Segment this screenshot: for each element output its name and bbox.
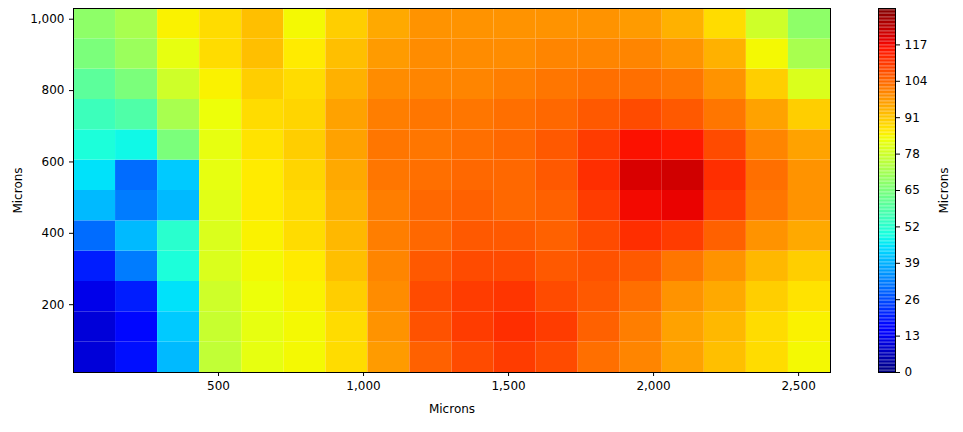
svg-text:52: 52 xyxy=(905,220,920,234)
svg-text:800: 800 xyxy=(42,83,65,97)
svg-text:91: 91 xyxy=(905,111,920,125)
svg-text:500: 500 xyxy=(207,379,230,393)
svg-text:78: 78 xyxy=(905,147,920,161)
svg-text:400: 400 xyxy=(42,226,65,240)
svg-text:117: 117 xyxy=(905,38,928,52)
svg-text:65: 65 xyxy=(905,183,920,197)
svg-text:39: 39 xyxy=(905,256,920,270)
svg-text:104: 104 xyxy=(905,74,928,88)
svg-text:1,500: 1,500 xyxy=(491,379,525,393)
svg-text:Microns: Microns xyxy=(11,167,25,213)
svg-text:0: 0 xyxy=(905,365,913,379)
svg-text:600: 600 xyxy=(42,155,65,169)
svg-text:2,000: 2,000 xyxy=(636,379,670,393)
svg-text:Microns: Microns xyxy=(937,167,951,213)
svg-text:1,000: 1,000 xyxy=(346,379,380,393)
svg-text:1,000: 1,000 xyxy=(30,12,64,26)
svg-text:13: 13 xyxy=(905,329,920,343)
svg-text:26: 26 xyxy=(905,293,920,307)
svg-text:2,500: 2,500 xyxy=(781,379,815,393)
svg-text:200: 200 xyxy=(42,298,65,312)
svg-text:Microns: Microns xyxy=(429,402,475,416)
